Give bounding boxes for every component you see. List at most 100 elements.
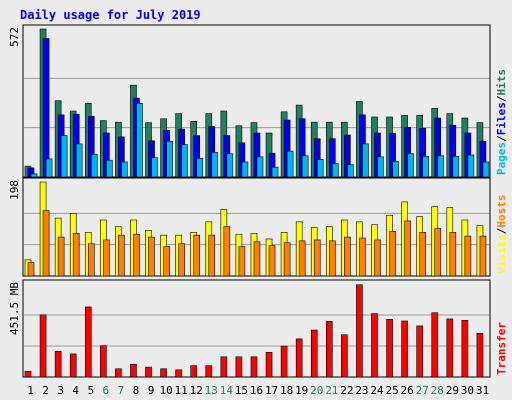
bar-transfer-day-11 (175, 369, 182, 378)
bar-pages-day-24 (377, 156, 384, 178)
bar-pages-day-13 (211, 152, 219, 178)
day-label-26: 26 (401, 384, 414, 397)
side-label-part: Visits (495, 234, 508, 274)
bar-hosts-day-12 (193, 234, 201, 277)
bar-pages-day-4 (75, 143, 83, 178)
bar-pages-day-15 (241, 161, 249, 178)
side-label-part: / (495, 95, 508, 102)
bar-transfer-day-26 (401, 320, 408, 378)
bar-transfer-day-16 (250, 356, 258, 378)
bar-hosts-day-8 (133, 233, 140, 277)
bar-pages-day-2 (45, 158, 53, 178)
bar-hosts-day-1 (27, 262, 35, 277)
bar-transfer-day-12 (190, 365, 198, 378)
bar-hosts-day-18 (283, 242, 291, 277)
bar-transfer-day-13 (205, 365, 213, 378)
day-label-15: 15 (235, 384, 248, 397)
bar-transfer-day-6 (100, 345, 107, 378)
day-label-28: 28 (431, 384, 444, 397)
day-label-19: 19 (295, 384, 308, 397)
bar-hosts-day-5 (87, 243, 95, 277)
bar-hosts-day-2 (42, 210, 50, 277)
bar-transfer-day-25 (386, 319, 393, 378)
bar-hosts-day-28 (434, 228, 442, 277)
side-label-part: Hits (495, 69, 508, 96)
bar-hosts-day-22 (344, 236, 351, 277)
bar-pages-day-1 (30, 173, 38, 178)
bar-hosts-day-13 (208, 234, 216, 277)
bar-pages-day-5 (90, 153, 98, 178)
side-label-part: Transfer (495, 322, 508, 375)
bar-hosts-day-29 (449, 232, 457, 277)
bar-pages-day-12 (196, 158, 204, 178)
bar-pages-day-28 (437, 155, 445, 178)
bar-pages-day-7 (121, 161, 128, 178)
side-label-part: Hosts (495, 195, 508, 228)
bar-hosts-day-6 (103, 239, 110, 277)
bar-pages-day-26 (407, 153, 414, 178)
bar-hosts-day-27 (419, 232, 426, 277)
day-label-7: 7 (118, 384, 125, 397)
bar-pages-day-16 (256, 156, 264, 178)
day-label-18: 18 (280, 384, 293, 397)
bar-pages-day-19 (301, 155, 309, 178)
bar-transfer-day-29 (446, 318, 454, 378)
bar-hosts-day-26 (404, 220, 411, 277)
bar-transfer-day-30 (461, 320, 469, 378)
bar-hosts-day-20 (313, 239, 321, 277)
bar-hosts-day-14 (223, 226, 231, 277)
bar-transfer-day-1 (24, 370, 32, 378)
day-label-25: 25 (385, 384, 398, 397)
bar-transfer-day-2 (39, 314, 47, 378)
bar-transfer-day-10 (160, 368, 167, 378)
day-label-10: 10 (159, 384, 172, 397)
side-label-visits_hosts: Visits/Hosts (495, 195, 508, 275)
bar-hosts-day-30 (464, 235, 472, 277)
day-label-30: 30 (461, 384, 474, 397)
day-label-16: 16 (250, 384, 263, 397)
day-label-12: 12 (190, 384, 203, 397)
side-label-transfer: Transfer (495, 322, 508, 375)
y-max-label-hits_files_pages: 572 (8, 27, 21, 47)
day-label-23: 23 (355, 384, 368, 397)
bar-pages-day-18 (286, 150, 294, 178)
bar-hosts-day-21 (328, 240, 336, 277)
bar-hosts-day-17 (268, 245, 276, 277)
bar-hosts-day-19 (298, 240, 306, 277)
bar-hosts-day-10 (163, 246, 170, 277)
bar-hosts-day-23 (359, 237, 366, 277)
bar-hosts-day-31 (479, 235, 487, 277)
bar-pages-day-22 (347, 164, 354, 178)
bar-transfer-day-18 (280, 345, 288, 378)
bar-hosts-day-4 (72, 232, 80, 277)
bar-transfer-day-31 (476, 333, 484, 378)
bar-pages-day-8 (136, 102, 143, 178)
side-label-hits_files_pages: Pages/Files/Hits (495, 69, 508, 175)
bar-pages-day-21 (331, 163, 339, 178)
day-label-29: 29 (446, 384, 459, 397)
bar-pages-day-6 (106, 159, 113, 178)
bar-hosts-day-25 (389, 231, 396, 277)
bar-hosts-day-7 (118, 234, 125, 277)
day-label-14: 14 (220, 384, 234, 397)
bar-hosts-day-16 (253, 241, 261, 277)
bar-hosts-day-24 (374, 239, 381, 277)
bar-transfer-day-20 (310, 329, 318, 378)
bar-pages-day-14 (226, 153, 234, 178)
day-label-13: 13 (205, 384, 218, 397)
bar-pages-day-11 (181, 144, 188, 178)
day-label-31: 31 (476, 384, 489, 397)
chart-title: Daily usage for July 2019 (20, 8, 201, 22)
bar-transfer-day-28 (431, 312, 439, 378)
bar-pages-day-20 (316, 159, 324, 178)
x-axis-day-labels: 1 2 3 4 5 6 7 8 9 10 11 12 13 14 15 16 17 18 19 20 21 22 23 24 2… (27, 384, 489, 397)
bar-transfer-day-3 (54, 350, 62, 378)
day-label-4: 4 (72, 384, 79, 397)
chart-panels: 572Pages/Files/Hits198Visits/Hosts451.5 … (8, 24, 508, 378)
day-label-2: 2 (42, 384, 49, 397)
bar-pages-day-29 (452, 156, 460, 178)
side-label-part: / (495, 135, 508, 142)
side-label-part: Pages (495, 142, 508, 175)
day-label-1: 1 (27, 384, 34, 397)
